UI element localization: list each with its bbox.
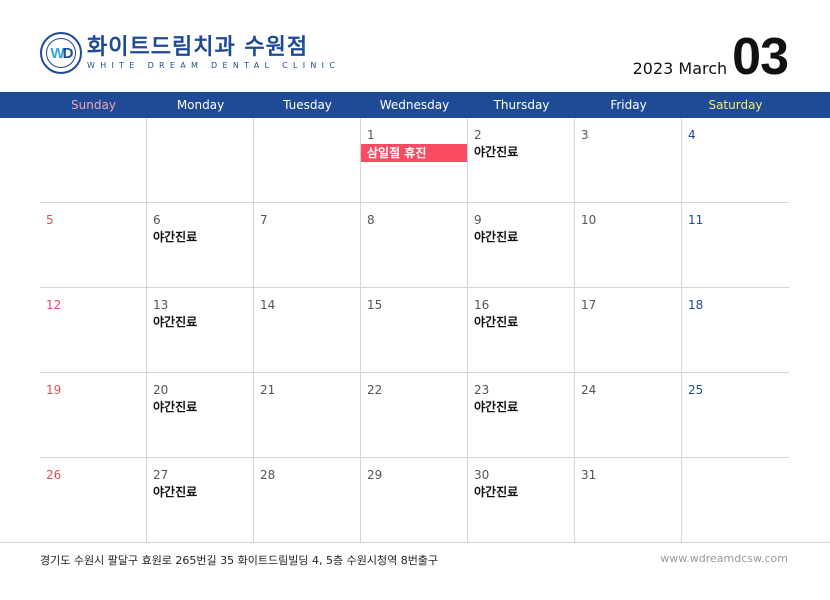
day-cell[interactable]: 31 [575,458,682,543]
day-number: 1 [367,128,375,142]
weekday-header: Sunday Monday Tuesday Wednesday Thursday Frid… [0,92,830,118]
brand-name: 화이트드림치과 수원점 [87,35,309,60]
weekday-wednesday: Wednesday [379,98,450,112]
day-cell[interactable]: 2 야간진료 [468,118,575,203]
day-number: 29 [367,468,383,482]
event-label: 야간진료 [474,485,519,499]
holiday-label: 삼일절 휴진 [361,144,467,162]
day-cell[interactable]: 12 [40,288,147,373]
weekday-tuesday: Tuesday [283,98,332,112]
event-label: 야간진료 [153,485,198,499]
day-cell[interactable]: 5 [40,203,147,288]
day-cell[interactable] [682,458,789,543]
day-number: 25 [688,383,704,397]
calendar-date: 2023 March 03 [632,28,789,86]
day-cell[interactable]: 20 야간진료 [147,373,254,458]
day-cell[interactable]: 18 [682,288,789,373]
weekday-sunday: Sunday [71,98,116,112]
day-number: 31 [581,468,597,482]
day-number: 8 [367,213,375,227]
day-cell[interactable] [254,118,361,203]
day-cell[interactable]: 30 야간진료 [468,458,575,543]
address: 경기도 수원시 팔달구 효원로 265번길 35 화이트드림빌딩 4, 5층 수… [40,554,439,567]
weekday-monday: Monday [176,98,225,112]
day-number: 10 [581,213,597,227]
day-number: 13 [153,298,169,312]
day-number: 20 [153,383,169,397]
day-number: 12 [46,298,62,312]
day-number: 15 [367,298,383,312]
day-cell[interactable]: 1 삼일절 휴진 [361,118,468,203]
day-cell[interactable]: 9 야간진료 [468,203,575,288]
day-number: 19 [46,383,62,397]
day-cell[interactable]: 6 야간진료 [147,203,254,288]
weekday-friday: Friday [610,98,647,112]
day-number: 28 [260,468,276,482]
day-cell[interactable]: 10 [575,203,682,288]
day-cell[interactable]: 15 [361,288,468,373]
day-number: 4 [688,128,696,142]
day-cell[interactable]: 8 [361,203,468,288]
day-cell[interactable]: 27 야간진료 [147,458,254,543]
day-number: 7 [260,213,268,227]
day-number: 23 [474,383,490,397]
day-cell[interactable]: 29 [361,458,468,543]
day-cell[interactable]: 25 [682,373,789,458]
day-cell[interactable]: 28 [254,458,361,543]
day-number: 22 [367,383,383,397]
event-label: 야간진료 [153,315,198,329]
day-number: 2 [474,128,482,142]
day-number: 6 [153,213,161,227]
day-cell[interactable] [147,118,254,203]
day-cell[interactable]: 26 [40,458,147,543]
event-label: 야간진료 [474,315,519,329]
weekday-saturday: Saturday [708,98,763,112]
day-cell[interactable]: 24 [575,373,682,458]
day-number: 11 [688,213,704,227]
footer: 경기도 수원시 팔달구 효원로 265번길 35 화이트드림빌딩 4, 5층 수… [0,542,830,572]
event-label: 야간진료 [153,230,198,244]
day-cell[interactable]: 14 [254,288,361,373]
day-cell[interactable]: 13 야간진료 [147,288,254,373]
day-number: 27 [153,468,169,482]
event-label: 야간진료 [474,400,519,414]
month-number: 03 [732,28,789,86]
day-cell[interactable]: 7 [254,203,361,288]
day-cell[interactable] [40,118,147,203]
day-number: 9 [474,213,482,227]
day-cell[interactable]: 4 [682,118,789,203]
day-number: 17 [581,298,597,312]
day-cell[interactable]: 3 [575,118,682,203]
day-number: 14 [260,298,276,312]
day-number: 24 [581,383,597,397]
event-label: 야간진료 [474,230,519,244]
day-number: 3 [581,128,589,142]
day-cell[interactable]: 19 [40,373,147,458]
weekday-thursday: Thursday [493,98,550,112]
day-number: 21 [260,383,276,397]
day-number: 30 [474,468,490,482]
day-cell[interactable]: 11 [682,203,789,288]
brand-subtitle: WHITE DREAM DENTAL CLINIC [87,61,341,70]
day-cell[interactable]: 22 [361,373,468,458]
day-number: 18 [688,298,704,312]
website-link[interactable]: www.wdreamdcsw.com [660,552,788,565]
day-number: 26 [46,468,62,482]
event-label: 야간진료 [474,145,519,159]
year-month: 2023 March [632,59,728,78]
day-cell[interactable]: 17 [575,288,682,373]
day-cell[interactable]: 21 [254,373,361,458]
event-label: 야간진료 [153,400,198,414]
day-cell[interactable]: 16 야간진료 [468,288,575,373]
calendar-grid: 1 삼일절 휴진 2 야간진료 3 4 5 6 야간진료 7 8 9 야간진료 10 11 12 13 야간진료 1… [40,118,789,543]
day-number: 5 [46,213,54,227]
day-cell[interactable]: 23 야간진료 [468,373,575,458]
day-number: 16 [474,298,490,312]
